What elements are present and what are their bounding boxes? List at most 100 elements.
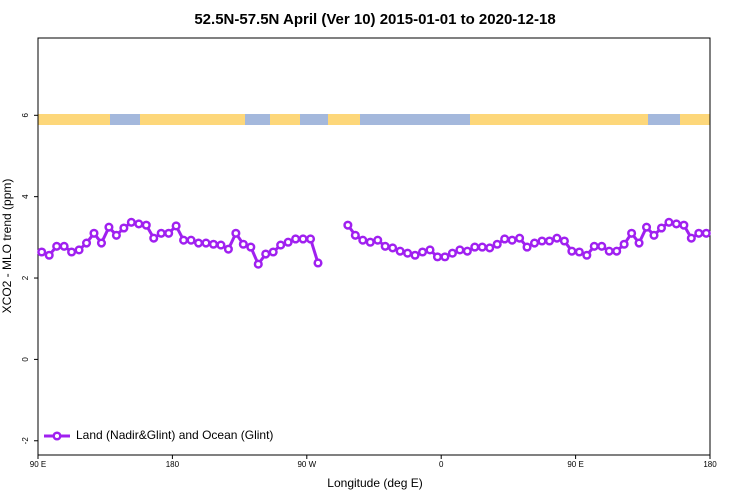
point bbox=[567, 246, 577, 256]
point bbox=[365, 237, 375, 247]
point bbox=[231, 228, 241, 238]
point bbox=[627, 228, 637, 238]
point bbox=[485, 243, 495, 253]
point bbox=[343, 220, 353, 230]
point bbox=[589, 241, 599, 251]
point bbox=[126, 217, 136, 227]
point bbox=[492, 239, 502, 249]
point bbox=[641, 222, 652, 232]
point bbox=[223, 244, 233, 254]
point bbox=[186, 235, 196, 245]
point bbox=[649, 230, 659, 240]
point bbox=[380, 241, 390, 251]
y-axis-label: XCO2 - MLO trend (ppm) bbox=[0, 179, 14, 314]
point bbox=[44, 250, 54, 260]
point bbox=[403, 248, 413, 258]
point bbox=[417, 247, 428, 257]
x-axis-label: Longitude (deg E) bbox=[327, 476, 422, 490]
point bbox=[470, 242, 480, 252]
point bbox=[283, 237, 293, 247]
point bbox=[67, 247, 77, 257]
point bbox=[208, 239, 219, 249]
point bbox=[619, 239, 629, 249]
point bbox=[410, 250, 420, 260]
point bbox=[544, 236, 555, 246]
point bbox=[74, 245, 84, 255]
y-tick-label: 2 bbox=[21, 275, 30, 280]
point bbox=[89, 228, 99, 238]
point bbox=[597, 241, 607, 251]
point bbox=[612, 246, 622, 256]
point bbox=[671, 219, 681, 229]
point bbox=[201, 238, 211, 248]
point bbox=[104, 222, 114, 232]
point bbox=[559, 236, 569, 246]
point bbox=[216, 240, 226, 250]
y-tick-label: 4 bbox=[21, 194, 30, 199]
point bbox=[119, 223, 129, 233]
x-tick-label: 180 bbox=[703, 460, 717, 469]
point bbox=[350, 230, 360, 240]
y-tick-label: -2 bbox=[21, 437, 30, 445]
point bbox=[261, 249, 271, 259]
point bbox=[582, 250, 592, 260]
point bbox=[477, 242, 487, 252]
point bbox=[193, 238, 204, 248]
x-tick-label: 90 E bbox=[567, 460, 583, 469]
point bbox=[656, 223, 667, 233]
point bbox=[111, 230, 121, 240]
point bbox=[537, 236, 547, 246]
point bbox=[358, 235, 368, 245]
point bbox=[432, 252, 443, 262]
point bbox=[149, 233, 159, 243]
point bbox=[515, 233, 525, 243]
point bbox=[373, 235, 383, 245]
point bbox=[425, 245, 435, 255]
point bbox=[395, 246, 405, 256]
point bbox=[462, 246, 472, 256]
x-tick-label: 90 W bbox=[297, 460, 316, 469]
point bbox=[238, 239, 248, 249]
x-tick-label: 180 bbox=[166, 460, 180, 469]
point bbox=[686, 233, 696, 243]
point bbox=[447, 248, 457, 258]
point bbox=[694, 228, 704, 238]
point bbox=[298, 234, 308, 244]
point bbox=[507, 235, 517, 245]
point bbox=[529, 238, 540, 248]
point bbox=[664, 217, 674, 227]
point bbox=[604, 246, 614, 256]
point bbox=[291, 234, 301, 244]
point bbox=[141, 220, 151, 230]
point bbox=[171, 221, 181, 231]
point bbox=[52, 241, 62, 251]
point bbox=[156, 228, 166, 238]
point bbox=[701, 228, 711, 238]
point bbox=[634, 238, 644, 248]
land-ocean-strip bbox=[38, 114, 710, 125]
point bbox=[500, 234, 510, 244]
point bbox=[268, 247, 278, 257]
y-tick-label: 0 bbox=[21, 357, 30, 362]
point bbox=[59, 241, 69, 251]
point bbox=[679, 220, 689, 230]
legend-label: Land (Nadir&Glint) and Ocean (Glint) bbox=[76, 428, 273, 442]
point bbox=[313, 258, 323, 268]
point bbox=[305, 234, 316, 244]
point bbox=[388, 243, 398, 253]
point bbox=[246, 242, 256, 252]
point bbox=[253, 259, 263, 269]
point bbox=[81, 238, 92, 248]
chart-title: 52.5N-57.5N April (Ver 10) 2015-01-01 to… bbox=[194, 11, 555, 28]
legend-marker bbox=[52, 431, 62, 441]
point bbox=[440, 252, 450, 262]
point bbox=[455, 245, 465, 255]
point bbox=[574, 247, 584, 257]
point bbox=[37, 247, 47, 257]
x-tick-label: 0 bbox=[439, 460, 444, 469]
point bbox=[96, 238, 107, 248]
x-tick-label: 90 E bbox=[30, 460, 46, 469]
point bbox=[179, 235, 189, 245]
point bbox=[134, 219, 144, 229]
y-tick-label: 6 bbox=[21, 113, 30, 118]
